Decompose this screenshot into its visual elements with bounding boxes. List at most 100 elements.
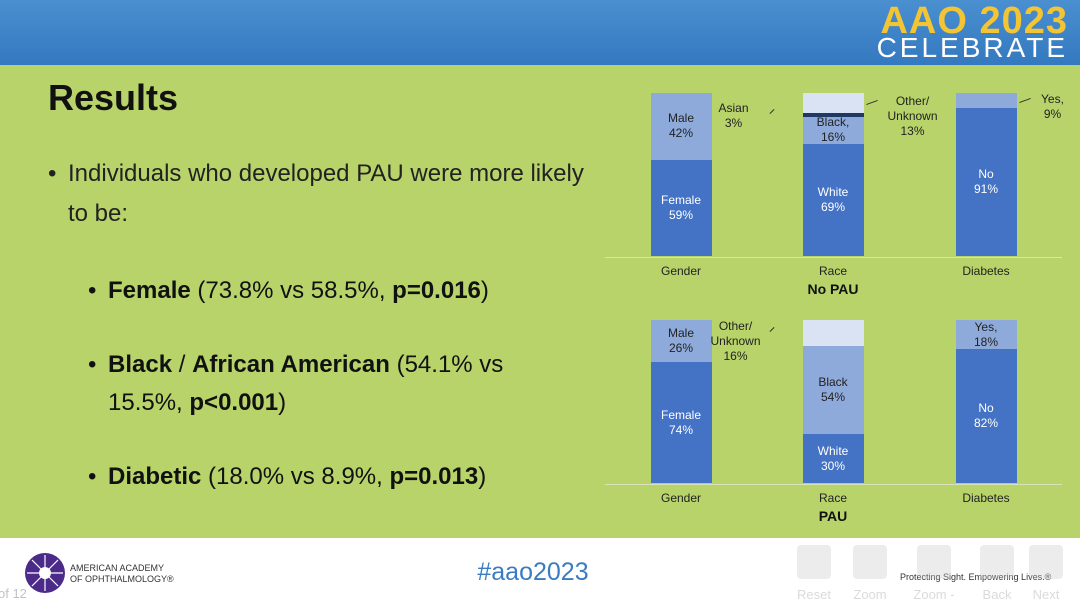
page-count: of 12 bbox=[0, 586, 27, 601]
segment-value: 59% bbox=[668, 207, 694, 222]
sub-bullet-text: Diabetic (18.0% vs 8.9%, p=0.013) bbox=[108, 458, 486, 496]
segment-name: Yes, bbox=[974, 319, 998, 334]
button-icon[interactable] bbox=[853, 545, 887, 579]
segment-label: Female 59% bbox=[641, 193, 721, 223]
viewer-button[interactable]: Zoom + bbox=[848, 545, 892, 602]
viewer-button[interactable]: Zoom - bbox=[912, 545, 956, 602]
segment-label: Male 42% bbox=[641, 111, 721, 141]
segment-label: Asian 3% bbox=[703, 101, 765, 131]
text-run: (73.8% vs 58.5%, bbox=[190, 277, 393, 304]
category-label: Gender bbox=[660, 491, 702, 505]
leader-line bbox=[769, 109, 774, 114]
bold-run: Diabetic bbox=[108, 463, 202, 490]
org-line: OF OPHTHALMOLOGY® bbox=[70, 574, 174, 584]
segment-label: Yes, 9% bbox=[1031, 92, 1075, 122]
segment-label: Male 26% bbox=[641, 326, 721, 356]
bar-segment bbox=[650, 159, 712, 256]
tagline: CELEBRATE bbox=[876, 32, 1068, 63]
segment-name: White bbox=[817, 443, 849, 458]
bar-segment bbox=[802, 143, 864, 256]
text-run: / bbox=[172, 351, 193, 378]
segment-value: 3% bbox=[724, 116, 743, 130]
org-line: AMERICAN ACADEMY bbox=[70, 563, 165, 573]
button-label[interactable]: Reset bbox=[797, 587, 831, 602]
motto: Protecting Sight. Empowering Lives.® bbox=[900, 572, 1052, 582]
category-label: Race bbox=[818, 491, 847, 505]
bar-segment bbox=[802, 320, 864, 347]
button-label[interactable]: Zoom + bbox=[853, 587, 887, 602]
segment-label: No 91% bbox=[946, 167, 1026, 197]
bullet-text: Individuals who developed PAU were more … bbox=[68, 160, 584, 227]
sub-bullet: • Female (73.8% vs 58.5%, p=0.016) bbox=[88, 272, 578, 310]
button-label[interactable]: Zoom - bbox=[913, 587, 955, 602]
segment-value: 26% bbox=[668, 341, 694, 356]
segment-value: 54% bbox=[820, 390, 846, 405]
segment-label: Female 74% bbox=[641, 408, 721, 438]
button-icon[interactable] bbox=[797, 545, 831, 579]
segment-label: Other/ Unknown 13% bbox=[878, 94, 948, 139]
button-icon[interactable] bbox=[917, 545, 951, 579]
segment-name: Asian bbox=[718, 101, 749, 115]
viewer-button[interactable]: Reset bbox=[792, 545, 836, 602]
bar-segment bbox=[802, 434, 864, 483]
segment-name: Other/ Unknown bbox=[887, 93, 938, 123]
segment-label: Yes, 18% bbox=[946, 320, 1026, 350]
segment-label: Black 54% bbox=[793, 375, 873, 405]
bar-segment bbox=[650, 93, 712, 160]
segment-value: 13% bbox=[900, 123, 925, 138]
button-icon[interactable] bbox=[1029, 545, 1063, 579]
bold-run: p=0.016 bbox=[392, 277, 481, 304]
segment-name: No bbox=[978, 401, 994, 416]
logo bbox=[25, 553, 65, 593]
bar-segment bbox=[955, 93, 1017, 108]
segment-label: White 69% bbox=[793, 185, 873, 215]
segment-value: 16% bbox=[723, 349, 748, 364]
segment-name: Male bbox=[667, 110, 694, 125]
bold-run: African American bbox=[192, 351, 390, 378]
segment-label: Other/ Unknown 16% bbox=[703, 319, 769, 364]
leader-line bbox=[769, 327, 774, 333]
segment-value: 9% bbox=[1043, 107, 1062, 122]
segment-value: 30% bbox=[820, 458, 846, 473]
chart-title: PAU bbox=[818, 508, 848, 524]
bar-segment bbox=[802, 93, 864, 113]
segment-name: Yes, bbox=[1041, 92, 1064, 107]
text-run: ) bbox=[480, 277, 489, 304]
button-label[interactable]: Back bbox=[982, 587, 1012, 602]
segment-label: White 30% bbox=[793, 444, 873, 474]
segment-name: Female bbox=[660, 407, 701, 422]
category-label: Diabetes bbox=[962, 491, 1010, 505]
leader-line bbox=[865, 99, 878, 105]
segment-name: Black bbox=[818, 375, 848, 390]
bullet: • Individuals who developed PAU were more… bbox=[48, 154, 608, 234]
bold-run: Black bbox=[108, 351, 173, 378]
bar-segment bbox=[955, 107, 1017, 256]
baseline bbox=[605, 257, 1062, 258]
viewer-button[interactable]: Next bbox=[1024, 545, 1068, 602]
slide-title: Results bbox=[48, 77, 179, 118]
text-run: (54.1% vs 15.5%, bbox=[108, 351, 504, 416]
charts: Female 59% Male 42% Gender White 69% Black, 16% A… bbox=[605, 92, 1075, 524]
chart-title: No PAU bbox=[807, 281, 859, 297]
segment-value: 82% bbox=[973, 416, 999, 431]
segment-name: Other/ Unknown bbox=[710, 319, 761, 349]
sub-bullet: • Black / African American (54.1% vs 15.5… bbox=[88, 346, 578, 422]
segment-value: 69% bbox=[820, 199, 846, 214]
button-icon[interactable] bbox=[980, 545, 1014, 579]
bar-segment bbox=[802, 346, 864, 435]
segment-label: Black, 16% bbox=[793, 115, 873, 145]
text-run: (18.0% vs 8.9%, bbox=[201, 463, 390, 490]
sub-bullet-text: Black / African American (54.1% vs 15.5%… bbox=[108, 346, 578, 422]
segment-value: 18% bbox=[973, 334, 999, 349]
text-run: ) bbox=[278, 389, 287, 416]
button-label[interactable]: Next bbox=[1032, 587, 1060, 602]
bold-run: p=0.013 bbox=[389, 463, 479, 490]
viewer-button[interactable]: Back bbox=[975, 545, 1019, 602]
bold-run: p<0.001 bbox=[189, 389, 279, 416]
bold-run: Female bbox=[108, 277, 191, 304]
bar-segment bbox=[802, 112, 864, 118]
bar-segment bbox=[650, 362, 712, 483]
segment-name: No bbox=[978, 166, 994, 181]
sub-bullet: • Diabetic (18.0% vs 8.9%, p=0.013) bbox=[88, 458, 578, 496]
segment-label: No 82% bbox=[946, 401, 1026, 431]
